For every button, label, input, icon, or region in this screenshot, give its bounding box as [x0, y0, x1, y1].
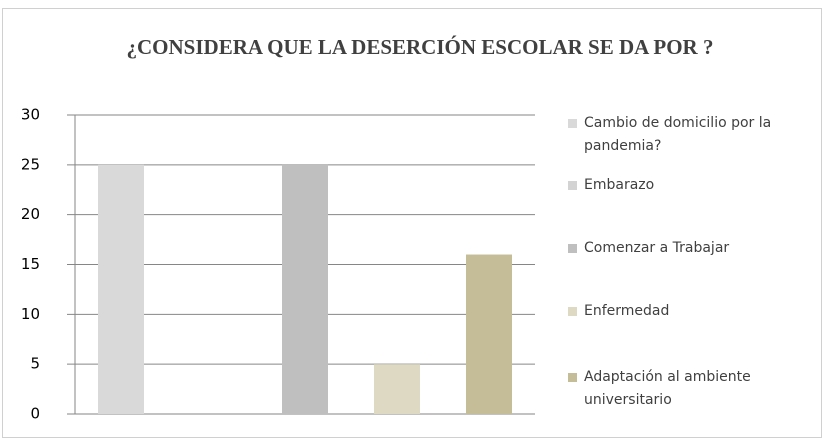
legend-label: Enfermedad — [584, 303, 670, 319]
legend-label: Comenzar a Trabajar — [584, 240, 730, 256]
legend-label: Cambio de domicilio por la pandemia? — [584, 115, 772, 154]
bar — [466, 254, 512, 414]
bar — [98, 164, 144, 414]
y-tick-label: 10 — [21, 305, 40, 323]
y-tick-label: 20 — [21, 205, 40, 223]
y-tick-label: 15 — [21, 255, 40, 273]
legend-swatch — [568, 119, 577, 128]
y-tick-label: 5 — [30, 355, 40, 373]
legend-entry: Comenzar a Trabajar — [566, 237, 816, 260]
legend-entry: Embarazo — [566, 174, 816, 197]
chart-title: ¿CONSIDERA QUE LA DESERCIÓN ESCOLAR SE D… — [126, 35, 714, 59]
y-tick-label: 25 — [21, 155, 40, 173]
y-tick-label: 30 — [21, 106, 40, 124]
legend-swatch — [568, 307, 577, 316]
y-tick-label: 0 — [30, 405, 40, 423]
legend-entry: Adaptación al ambiente universitario — [566, 366, 816, 412]
legend-swatch — [568, 373, 577, 382]
legend-entry: Cambio de domicilio por la pandemia? — [566, 112, 816, 158]
legend-swatch — [568, 244, 577, 253]
legend-label: Embarazo — [584, 177, 655, 193]
bar — [374, 364, 420, 414]
bar — [282, 164, 328, 414]
legend-entry: Enfermedad — [566, 300, 816, 323]
legend-swatch — [568, 181, 577, 190]
legend-label: Adaptación al ambiente universitario — [584, 369, 751, 408]
